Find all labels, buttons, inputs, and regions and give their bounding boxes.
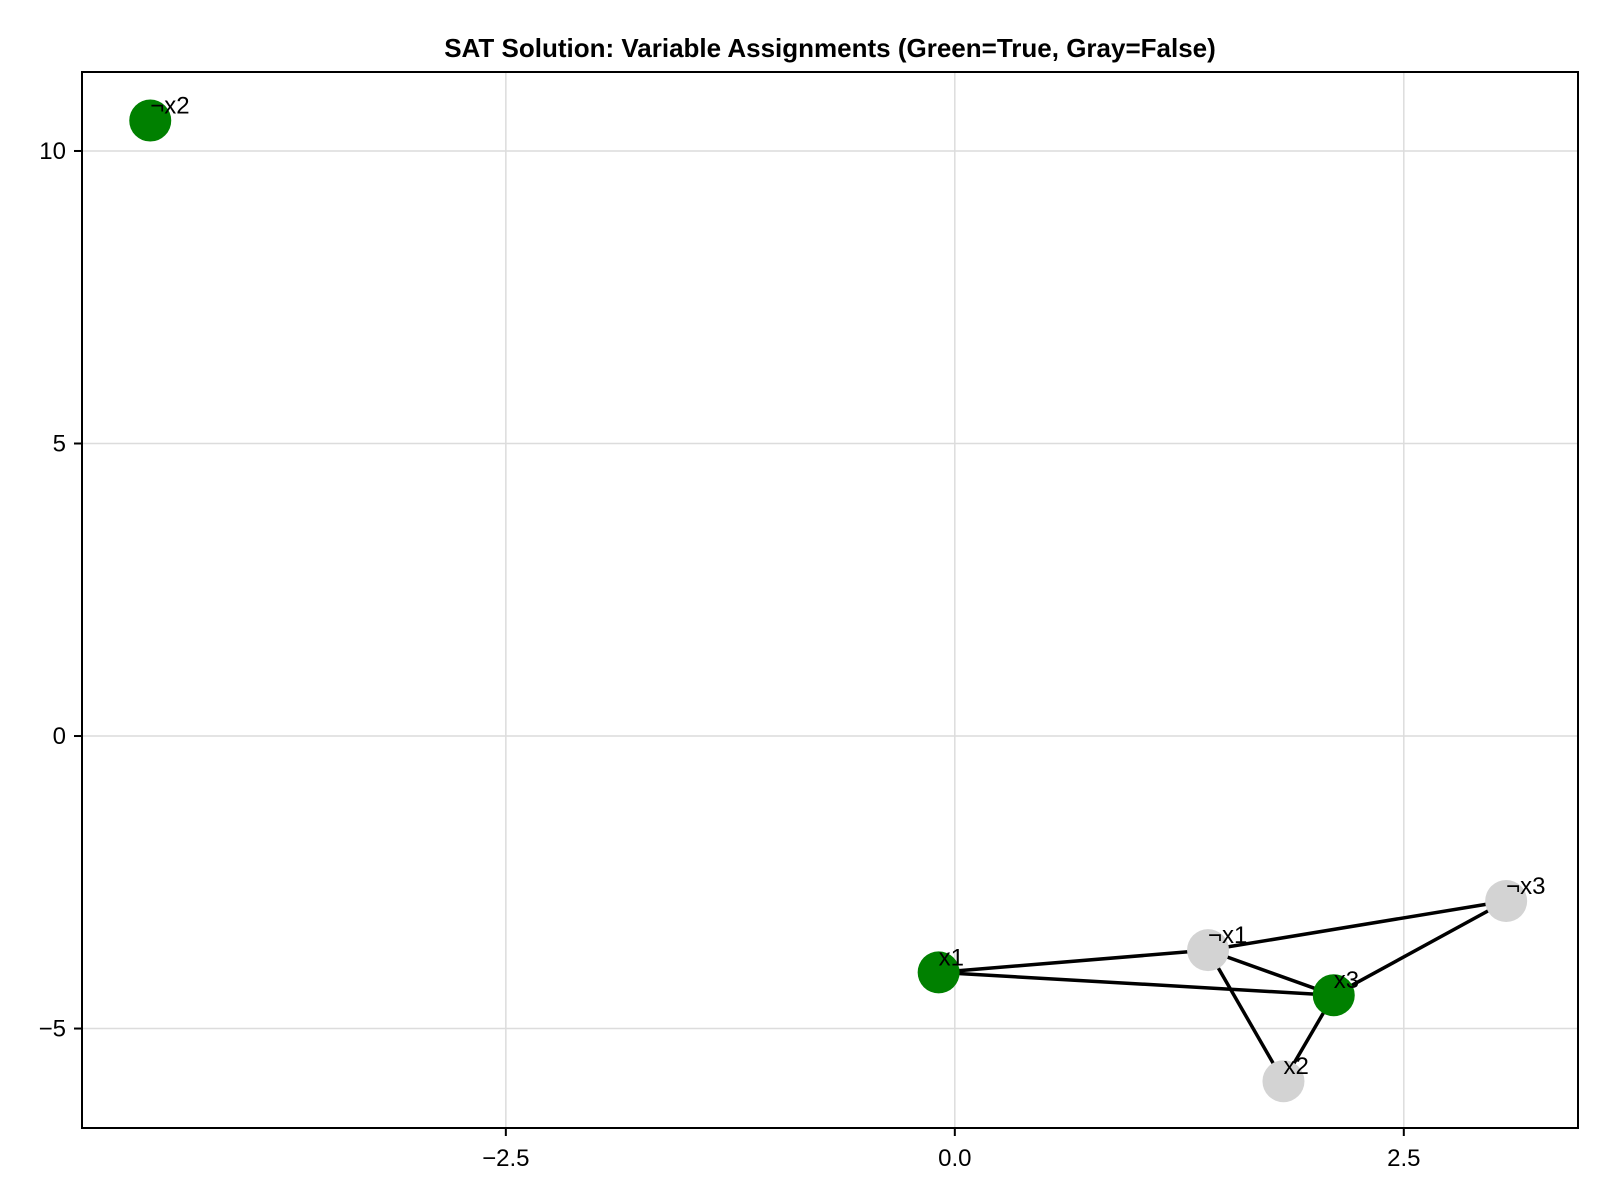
- x-tick-label: 2.5: [1387, 1145, 1420, 1172]
- node-nx2: [129, 99, 172, 142]
- edge-x1-nx1: [938, 948, 1209, 975]
- chart-title: SAT Solution: Variable Assignments (Gree…: [444, 33, 1216, 63]
- y-tick-label: 10: [39, 138, 66, 165]
- axes: −2.5 0.0 2.5 10 5 0 −5: [39, 138, 1421, 1172]
- node-x3: [1312, 974, 1355, 1017]
- node-label-x1: x1: [939, 944, 964, 971]
- edge-nx1-x3: [1207, 948, 1335, 997]
- node-label-x2: x2: [1283, 1053, 1308, 1080]
- y-tick-label: 5: [53, 431, 66, 458]
- y-tick-label: 0: [53, 723, 66, 750]
- node-label-nx2: ¬x2: [150, 93, 189, 120]
- edge-x1-x3: [938, 970, 1334, 997]
- node-label-nx1: ¬x1: [1208, 922, 1247, 949]
- edge-nx1-nx3: [1207, 899, 1507, 952]
- node-x2: [1262, 1060, 1305, 1103]
- node-labels: x1 ¬x1 x2 ¬x2 x3 ¬x3: [150, 93, 1545, 1081]
- grid: [82, 72, 1578, 1128]
- nodes: [129, 99, 1528, 1103]
- node-label-x3: x3: [1334, 967, 1359, 994]
- node-nx1: [1187, 929, 1230, 972]
- edge-nx1-x2: [1206, 949, 1285, 1083]
- x-tick-label: 0.0: [938, 1145, 971, 1172]
- y-tick-label: −5: [39, 1016, 66, 1043]
- node-label-nx3: ¬x3: [1506, 873, 1545, 900]
- node-x1: [917, 951, 960, 994]
- edge-x3-nx3: [1332, 899, 1508, 997]
- node-nx3: [1485, 880, 1528, 923]
- x-tick-label: −2.5: [482, 1145, 529, 1172]
- plot-frame: [81, 71, 1579, 1129]
